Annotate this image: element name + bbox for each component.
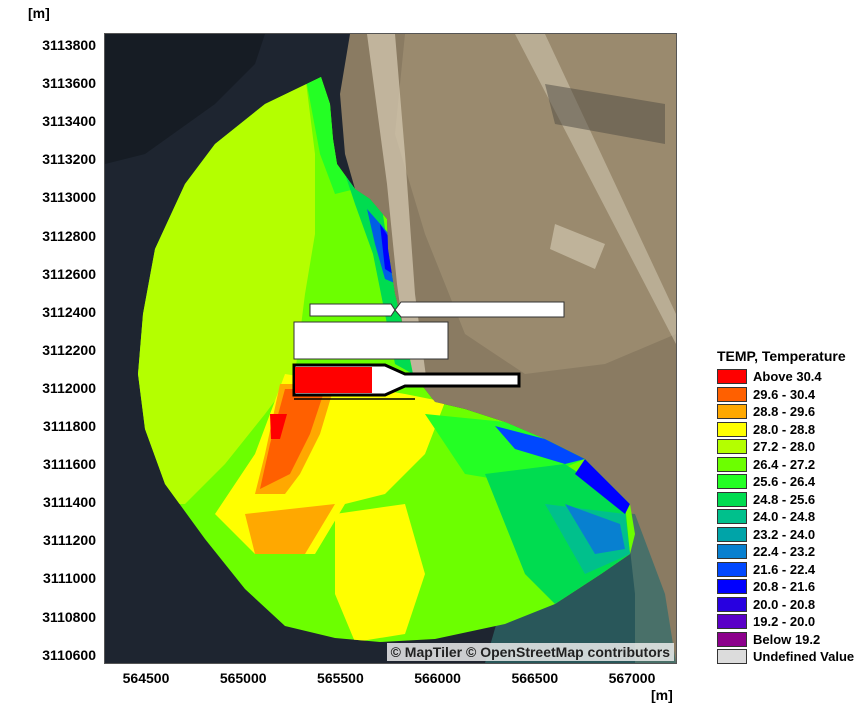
legend-label: 20.8 - 21.6 bbox=[753, 579, 816, 595]
legend-swatch bbox=[717, 614, 747, 630]
map-canvas[interactable]: © MapTiler © OpenStreetMap contributors bbox=[104, 33, 677, 664]
temperature-contour-map bbox=[105, 34, 676, 663]
legend-item: 29.6 - 30.4 bbox=[717, 386, 854, 404]
y-tick-label: 3110800 bbox=[42, 608, 96, 625]
structure-lines bbox=[545, 84, 665, 144]
legend-item: Above 30.4 bbox=[717, 368, 854, 386]
outfall-hot-zone bbox=[295, 367, 372, 393]
legend-item: 19.2 - 20.0 bbox=[717, 613, 854, 631]
legend-item: 23.2 - 24.0 bbox=[717, 526, 854, 544]
legend-label: 26.4 - 27.2 bbox=[753, 456, 816, 472]
legend-swatch bbox=[717, 526, 747, 542]
legend-label: 25.6 - 26.4 bbox=[753, 474, 816, 490]
beach-strip bbox=[367, 34, 427, 384]
legend-item: 25.6 - 26.4 bbox=[717, 473, 854, 491]
legend: TEMP, Temperature Above 30.4 29.6 - 30.4 2… bbox=[717, 348, 854, 666]
x-tick-label: 566500 bbox=[511, 670, 559, 686]
legend-label: 24.0 - 24.8 bbox=[753, 509, 816, 525]
legend-swatch bbox=[717, 439, 747, 455]
x-tick-label: 565500 bbox=[317, 670, 364, 686]
x-tick-label: 565000 bbox=[219, 670, 267, 686]
legend-item: 20.8 - 21.6 bbox=[717, 578, 854, 596]
y-tick-label: 3110600 bbox=[42, 646, 96, 663]
map-attribution: © MapTiler © OpenStreetMap contributors bbox=[386, 643, 674, 661]
y-axis-unit: [m] bbox=[28, 5, 50, 21]
y-tick-label: 3113600 bbox=[42, 75, 96, 92]
x-tick-label: 564500 bbox=[122, 670, 170, 686]
y-tick-label: 3113000 bbox=[42, 189, 96, 206]
legend-swatch bbox=[717, 474, 747, 490]
legend-item: 28.0 - 28.8 bbox=[717, 421, 854, 439]
y-tick-label: 3111000 bbox=[43, 570, 96, 587]
legend-items: Above 30.4 29.6 - 30.4 28.8 - 29.6 28.0 - 2… bbox=[717, 368, 854, 666]
x-axis-unit: [m] bbox=[651, 687, 673, 703]
legend-label: Below 19.2 bbox=[753, 631, 821, 647]
legend-swatch bbox=[717, 404, 747, 420]
y-tick-label: 3112200 bbox=[42, 341, 96, 358]
legend-swatch bbox=[717, 649, 747, 665]
legend-swatch bbox=[717, 456, 747, 472]
legend-label: 24.8 - 25.6 bbox=[753, 491, 816, 507]
legend-item: 20.0 - 20.8 bbox=[717, 596, 854, 614]
y-tick-label: 3113200 bbox=[42, 151, 96, 168]
upper-breakwater bbox=[309, 301, 565, 318]
legend-swatch bbox=[717, 631, 747, 647]
harbour-basin bbox=[293, 321, 449, 360]
y-tick-label: 3111200 bbox=[43, 532, 96, 549]
legend-swatch bbox=[717, 386, 747, 402]
y-tick-label: 3111600 bbox=[43, 456, 96, 473]
legend-item: Undefined Value bbox=[717, 648, 854, 666]
legend-swatch bbox=[717, 369, 747, 385]
legend-label: 29.6 - 30.4 bbox=[753, 386, 816, 402]
legend-label: 20.0 - 20.8 bbox=[753, 596, 816, 612]
y-tick-label: 3112000 bbox=[42, 379, 96, 396]
legend-label: 28.8 - 29.6 bbox=[753, 404, 816, 420]
legend-label: 19.2 - 20.0 bbox=[753, 614, 816, 630]
y-tick-label: 3112800 bbox=[42, 227, 96, 244]
legend-swatch bbox=[717, 596, 747, 612]
legend-label: 28.0 - 28.8 bbox=[753, 421, 816, 437]
y-tick-label: 3113800 bbox=[42, 37, 96, 53]
y-tick-label: 3111800 bbox=[43, 418, 96, 434]
legend-label: Undefined Value bbox=[753, 649, 855, 665]
legend-item: 27.2 - 28.0 bbox=[717, 438, 854, 456]
legend-title: TEMP, Temperature bbox=[717, 348, 846, 364]
x-tick-label: 566000 bbox=[414, 670, 461, 686]
legend-item: Below 19.2 bbox=[717, 631, 854, 649]
legend-item: 24.8 - 25.6 bbox=[717, 491, 854, 509]
legend-swatch bbox=[717, 544, 747, 560]
legend-swatch bbox=[717, 421, 747, 437]
legend-item: 22.4 - 23.2 bbox=[717, 543, 854, 561]
y-tick-label: 3112600 bbox=[42, 265, 96, 282]
compound bbox=[550, 224, 605, 269]
legend-label: Above 30.4 bbox=[753, 369, 822, 385]
legend-label: 21.6 - 22.4 bbox=[753, 561, 816, 577]
y-tick-label: 3113400 bbox=[42, 113, 96, 130]
legend-swatch bbox=[717, 491, 747, 507]
legend-item: 24.0 - 24.8 bbox=[717, 508, 854, 526]
legend-label: 27.2 - 28.0 bbox=[753, 439, 816, 455]
legend-item: 28.8 - 29.6 bbox=[717, 403, 854, 421]
legend-item: 26.4 - 27.2 bbox=[717, 456, 854, 474]
deep-sea-region bbox=[105, 34, 265, 164]
y-tick-label: 3111400 bbox=[43, 494, 96, 511]
x-tick-label: 567000 bbox=[608, 670, 656, 686]
legend-label: 23.2 - 24.0 bbox=[753, 526, 816, 542]
legend-swatch bbox=[717, 509, 747, 525]
legend-swatch bbox=[717, 579, 747, 595]
legend-label: 22.4 - 23.2 bbox=[753, 544, 816, 560]
legend-swatch bbox=[717, 561, 747, 577]
y-tick-label: 3112400 bbox=[42, 303, 96, 320]
legend-item: 21.6 - 22.4 bbox=[717, 561, 854, 579]
